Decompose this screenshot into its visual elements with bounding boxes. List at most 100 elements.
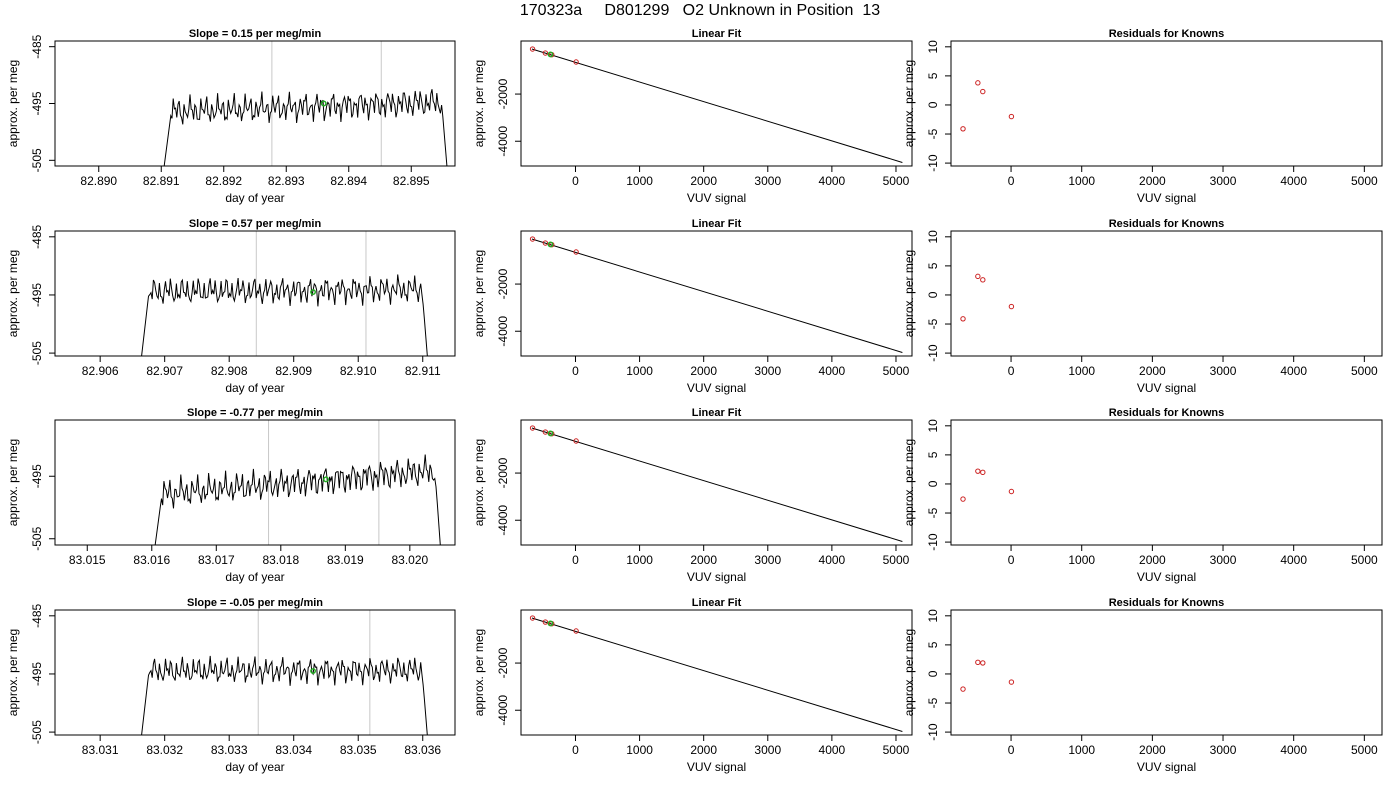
residual-point (960, 496, 966, 502)
panel-title: Slope = -0.05 per meg/min (187, 597, 323, 609)
y-tick-label: -495 (30, 91, 44, 115)
y-tick-label: -5 (926, 128, 940, 139)
figure-title: 170323a D801299 O2 Unknown in Position 1… (519, 2, 881, 19)
x-tick-label: 82.911 (405, 364, 441, 378)
y-tick-label: -4000 (496, 505, 510, 536)
panel: Residuals for Knowns VUV signal approx. pe… (902, 407, 1383, 584)
y-tick-label: -4000 (496, 695, 510, 726)
y-axis-label: approx. per meg (472, 629, 486, 716)
plot-frame (520, 40, 913, 167)
y-tick-label: -4000 (496, 316, 510, 347)
x-tick-label: 5000 (883, 174, 910, 188)
plot-area (141, 610, 428, 735)
x-tick-label: 0 (572, 743, 579, 757)
fit-line (531, 617, 903, 732)
y-tick-label: -485 (30, 603, 44, 627)
x-tick-label: 1000 (1068, 364, 1095, 378)
known-point (529, 236, 536, 242)
plot-area (529, 46, 903, 163)
y-tick-label: -5 (926, 507, 940, 518)
plot-area (529, 615, 903, 732)
unknown-point (547, 430, 554, 437)
x-tick-label: 82.895 (393, 174, 430, 188)
y-tick-label: -2000 (496, 78, 510, 109)
known-point (542, 240, 549, 246)
y-tick-label: 5 (926, 451, 940, 458)
fit-line (531, 427, 903, 542)
x-tick-label: 5000 (1351, 364, 1378, 378)
plot-frame (54, 609, 456, 736)
x-tick-label: 82.893 (268, 174, 305, 188)
x-tick-label: 1000 (626, 174, 653, 188)
residual-point (1008, 679, 1015, 685)
y-axis-label: approx. per meg (6, 439, 20, 526)
plot-frame (54, 419, 456, 546)
x-tick-label: 82.891 (143, 174, 180, 188)
y-tick-label: -495 (30, 464, 44, 488)
residual-point (975, 468, 981, 474)
x-tick-label: 0 (1008, 743, 1015, 757)
x-tick-label: 4000 (819, 743, 846, 757)
x-tick-label: 1000 (1068, 553, 1095, 567)
plot-area (154, 420, 441, 545)
x-tick-label: 1000 (626, 743, 653, 757)
x-axis-label: VUV signal (687, 570, 746, 584)
residual-point (1008, 303, 1015, 310)
fit-line (531, 48, 903, 163)
x-tick-label: 4000 (819, 364, 846, 378)
x-tick-label: 2000 (690, 553, 717, 567)
panel: Linear Fit VUV signal approx. per meg 0 1000… (472, 407, 913, 584)
x-tick-label: 82.892 (205, 174, 242, 188)
x-axis-label: day of year (225, 570, 284, 584)
y-tick-label: -5 (926, 318, 940, 329)
known-point (529, 46, 536, 52)
x-axis-label: VUV signal (1137, 760, 1196, 774)
x-tick-label: 82.894 (330, 174, 367, 188)
x-tick-label: 3000 (1210, 743, 1237, 757)
y-tick-label: 0 (926, 480, 940, 487)
x-tick-label: 3000 (1210, 174, 1237, 188)
y-tick-label: 10 (926, 419, 940, 433)
y-tick-label: 5 (926, 262, 940, 269)
x-tick-label: 1000 (626, 364, 653, 378)
x-tick-label: 1000 (1068, 174, 1095, 188)
unknown-marker (323, 476, 329, 483)
unknown-point (547, 51, 554, 58)
y-axis-label: approx. per meg (902, 60, 916, 147)
x-tick-label: 4000 (819, 174, 846, 188)
known-point (542, 619, 549, 625)
y-axis-label: approx. per meg (902, 439, 916, 526)
x-tick-label: 3000 (754, 553, 781, 567)
x-tick-label: 5000 (883, 364, 910, 378)
residual-point (960, 316, 966, 322)
x-tick-label: 83.033 (211, 743, 248, 757)
x-tick-label: 83.036 (404, 743, 441, 757)
y-tick-label: -505 (30, 720, 44, 744)
plot-frame (54, 40, 456, 167)
plot-frame (520, 609, 913, 736)
panel-title: Residuals for Knowns (1109, 218, 1225, 230)
known-point (573, 59, 579, 65)
x-tick-label: 5000 (883, 743, 910, 757)
y-tick-label: -485 (30, 224, 44, 248)
residual-point (960, 126, 966, 132)
residual-point (975, 659, 981, 666)
y-axis-label: approx. per meg (472, 60, 486, 147)
x-tick-label: 83.032 (146, 743, 183, 757)
x-tick-label: 5000 (883, 553, 910, 567)
signal-trace (163, 89, 448, 166)
x-axis-label: VUV signal (687, 191, 746, 205)
x-tick-label: 82.907 (146, 364, 183, 378)
panel-title: Linear Fit (692, 597, 742, 609)
x-tick-label: 2000 (690, 743, 717, 757)
y-tick-label: 10 (926, 40, 940, 54)
y-tick-label: -4000 (496, 126, 510, 157)
x-tick-label: 4000 (1280, 743, 1307, 757)
y-tick-label: 10 (926, 230, 940, 244)
known-point (573, 438, 579, 444)
panel: Residuals for Knowns VUV signal approx. pe… (902, 28, 1383, 205)
x-tick-label: 5000 (1351, 743, 1378, 757)
y-tick-label: -10 (926, 723, 940, 741)
x-axis-label: day of year (225, 381, 284, 395)
